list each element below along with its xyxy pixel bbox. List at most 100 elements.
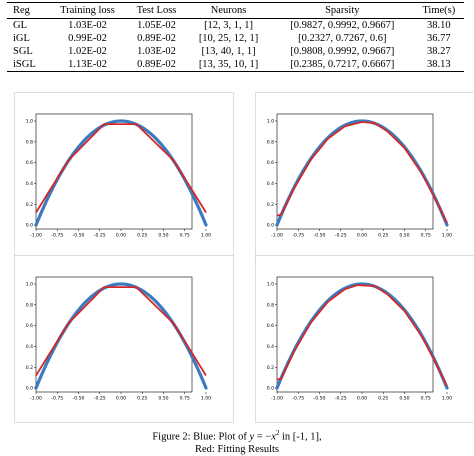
y-tick-label: 1.0 xyxy=(267,119,274,125)
y-tick-label: 1.0 xyxy=(26,282,33,288)
header-neurons: Neurons xyxy=(186,3,271,19)
table-header-row: Reg Training loss Test Loss Neurons Spar… xyxy=(7,3,464,19)
x-tick-label: 0.75 xyxy=(421,233,431,239)
x-tick-label: -1.00 xyxy=(30,233,42,239)
y-tick-label: 0.2 xyxy=(267,202,274,208)
y-tick-label: 0.8 xyxy=(267,139,274,145)
x-tick-label: -0.25 xyxy=(335,233,347,239)
cell-reg: GL xyxy=(7,19,48,33)
table-row: iGL 0.99E-02 0.89E-02 [10, 25, 12, 1] [0… xyxy=(7,32,464,45)
x-tick-label: 1.00 xyxy=(201,233,211,239)
cell-reg: iSGL xyxy=(7,58,48,72)
x-tick-label: 0.75 xyxy=(180,233,190,239)
x-tick-label: 1.00 xyxy=(201,396,211,402)
header-reg: Reg xyxy=(7,3,48,19)
x-tick-label: -0.25 xyxy=(94,233,106,239)
x-tick-label: 0.75 xyxy=(421,396,431,402)
x-tick-label: 0.50 xyxy=(158,233,168,239)
cell-neurons: [10, 25, 12, 1] xyxy=(186,32,271,45)
cell-time: 38.27 xyxy=(414,45,464,58)
cell-sparsity: [0.9827, 0.9992, 0.9667] xyxy=(271,19,414,33)
y-tick-label: 0.2 xyxy=(26,202,33,208)
x-tick-label: 0.25 xyxy=(137,396,147,402)
y-tick-label: 1.0 xyxy=(26,119,33,125)
cell-training-loss: 0.99E-02 xyxy=(48,32,127,45)
y-tick-label: 0.2 xyxy=(26,365,33,371)
caption-prefix: Figure 2: Blue: Plot of xyxy=(152,432,249,443)
x-tick-label: 0.25 xyxy=(378,233,388,239)
cell-reg: SGL xyxy=(7,45,48,58)
figure-caption: Figure 2: Blue: Plot of y = −x2 in [-1, … xyxy=(0,427,474,456)
y-tick-label: 0.6 xyxy=(267,160,274,166)
y-tick-label: 0.4 xyxy=(267,181,274,187)
y-tick-label: 0.2 xyxy=(267,365,274,371)
cell-training-loss: 1.02E-02 xyxy=(48,45,127,58)
caption-suffix: in [-1, 1], xyxy=(279,432,321,443)
header-sparsity: Sparsity xyxy=(271,3,414,19)
y-tick-label: 0.4 xyxy=(26,181,33,187)
x-tick-label: 0.50 xyxy=(158,396,168,402)
x-tick-label: -0.75 xyxy=(292,396,304,402)
cell-time: 38.13 xyxy=(414,58,464,72)
x-tick-label: 1.00 xyxy=(442,396,452,402)
cell-test-loss: 0.89E-02 xyxy=(127,32,186,45)
cell-test-loss: 1.03E-02 xyxy=(127,45,186,58)
y-tick-label: 0.8 xyxy=(26,302,33,308)
y-tick-label: 0.4 xyxy=(267,344,274,350)
results-table: Reg Training loss Test Loss Neurons Spar… xyxy=(7,2,464,72)
cell-time: 36.77 xyxy=(414,32,464,45)
x-tick-label: -0.75 xyxy=(51,396,63,402)
x-tick-label: 1.00 xyxy=(442,233,452,239)
y-tick-label: 0.0 xyxy=(267,386,274,392)
x-tick-label: -1.00 xyxy=(30,396,42,402)
cell-training-loss: 1.03E-02 xyxy=(48,19,127,33)
caption-equals: = − xyxy=(254,432,271,443)
header-test-loss: Test Loss xyxy=(127,3,186,19)
x-tick-label: 0.25 xyxy=(378,396,388,402)
x-tick-label: -0.50 xyxy=(73,233,85,239)
cell-sparsity: [0.2385, 0.7217, 0.6667] xyxy=(271,58,414,72)
x-tick-label: 0.00 xyxy=(357,233,367,239)
x-tick-label: -0.25 xyxy=(94,396,106,402)
y-tick-label: 0.6 xyxy=(26,323,33,329)
y-tick-label: 0.6 xyxy=(267,323,274,329)
caption-line-2: Red: Fitting Results xyxy=(0,444,474,456)
x-tick-label: -0.50 xyxy=(73,396,85,402)
cell-sparsity: [0.9808, 0.9992, 0.9667] xyxy=(271,45,414,58)
x-tick-label: -0.50 xyxy=(314,396,326,402)
header-time: Time(s) xyxy=(414,3,464,19)
y-tick-label: 0.8 xyxy=(26,139,33,145)
x-tick-label: -1.00 xyxy=(271,233,283,239)
cell-training-loss: 1.13E-02 xyxy=(48,58,127,72)
y-tick-label: 0.8 xyxy=(267,302,274,308)
cell-reg: iGL xyxy=(7,32,48,45)
y-tick-label: 0.0 xyxy=(26,386,33,392)
x-tick-label: 0.00 xyxy=(116,396,126,402)
x-tick-label: -0.75 xyxy=(51,233,63,239)
y-tick-label: 1.0 xyxy=(267,282,274,288)
x-tick-label: -0.50 xyxy=(314,233,326,239)
x-tick-label: -0.25 xyxy=(335,396,347,402)
cell-neurons: [13, 35, 10, 1] xyxy=(186,58,271,72)
cell-neurons: [12, 3, 1, 1] xyxy=(186,19,271,33)
x-tick-label: 0.00 xyxy=(116,233,126,239)
cell-time: 38.10 xyxy=(414,19,464,33)
header-training-loss: Training loss xyxy=(48,3,127,19)
x-tick-label: 0.50 xyxy=(399,233,409,239)
y-tick-label: 0.0 xyxy=(26,223,33,229)
cell-test-loss: 0.89E-02 xyxy=(127,58,186,72)
x-tick-label: 0.75 xyxy=(180,396,190,402)
x-tick-label: 0.25 xyxy=(137,233,147,239)
table-row: SGL 1.02E-02 1.03E-02 [13, 40, 1, 1] [0.… xyxy=(7,45,464,58)
y-tick-label: 0.0 xyxy=(267,223,274,229)
cell-neurons: [13, 40, 1, 1] xyxy=(186,45,271,58)
cell-sparsity: [0.2327, 0.7267, 0.6] xyxy=(271,32,414,45)
x-tick-label: 0.00 xyxy=(357,396,367,402)
